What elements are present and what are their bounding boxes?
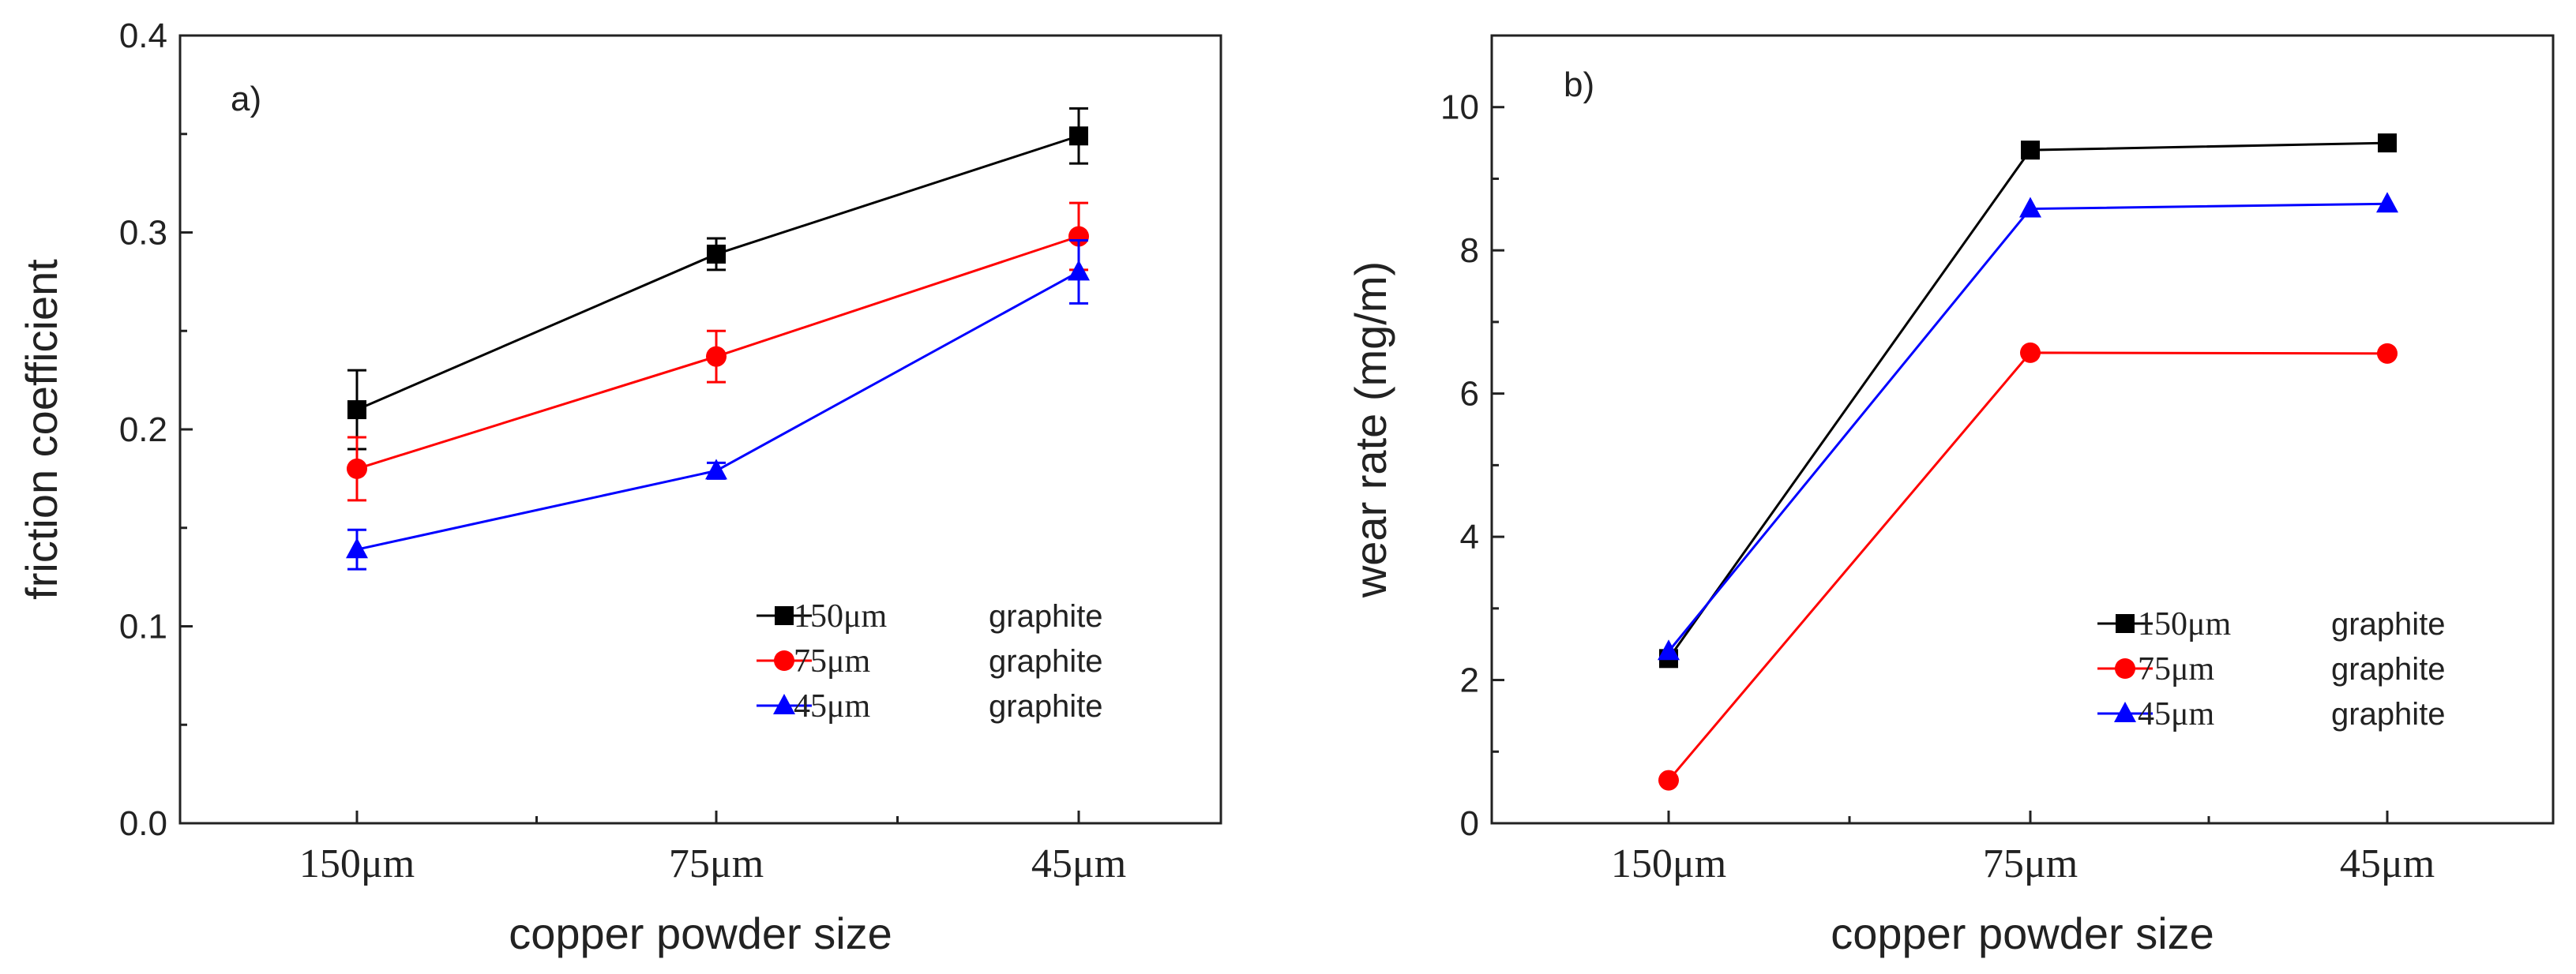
legend-entry: 150μm graphite: [2097, 606, 2446, 642]
legend-material-label: graphite: [989, 689, 1103, 724]
x-axis-title: copper powder size: [1831, 908, 2214, 958]
y-tick-label: 0.3: [119, 214, 167, 253]
legend-marker: [2116, 614, 2135, 633]
x-tick-label: 45μm: [1031, 841, 1126, 886]
x-tick-label: 75μm: [669, 841, 764, 886]
x-tick-label: 45μm: [2340, 841, 2435, 886]
legend-marker: [2115, 658, 2135, 679]
legend-size-label: 45μm: [2138, 696, 2215, 732]
series-150um: [347, 107, 1088, 451]
x-tick-label: 150μm: [1611, 841, 1726, 886]
y-tick-label: 8: [1460, 231, 1479, 270]
legend-size-label: 75μm: [794, 643, 871, 680]
y-tick-label: 2: [1460, 661, 1479, 700]
data-point: [346, 538, 368, 559]
legend-entry: 75μm graphite: [2097, 651, 2446, 687]
data-point: [347, 400, 366, 420]
series-line: [1667, 141, 2388, 660]
series-45um: [346, 238, 1090, 571]
data-point: [705, 459, 727, 480]
y-axis-title: wear rate (mg/m): [1346, 261, 1395, 598]
data-point: [1069, 126, 1088, 146]
panel-label: b): [1564, 66, 1594, 104]
series-75um: [1658, 342, 2398, 791]
series-75um: [347, 201, 1089, 502]
legend-material-label: graphite: [989, 644, 1103, 679]
data-point: [2021, 140, 2040, 160]
x-axis-title: copper powder size: [509, 908, 892, 958]
series-150um: [1659, 133, 2397, 669]
series-45um: [1658, 192, 2398, 661]
data-point: [2376, 192, 2398, 213]
y-tick-label: 0.2: [119, 410, 167, 449]
legend-size-label: 45μm: [794, 688, 871, 725]
y-axis-title: friction coefficient: [17, 259, 66, 600]
data-point: [1068, 260, 1090, 281]
y-tick-label: 10: [1440, 88, 1479, 127]
data-point: [1658, 639, 1680, 661]
x-tick-label: 75μm: [1983, 841, 2078, 886]
y-tick-label: 4: [1460, 518, 1479, 556]
legend-marker: [774, 650, 794, 671]
series-line: [1667, 351, 2388, 781]
data-point: [1068, 226, 1089, 247]
chart-panel-a: 0.0 0.1 0.2 0.3 0.4 150μm 75μm 45μm copper powde…: [17, 17, 1222, 958]
legend-entry: 75μm graphite: [757, 643, 1103, 680]
series-line: [1667, 202, 2388, 653]
data-point: [347, 458, 367, 479]
y-tick-label: 0.0: [119, 804, 167, 843]
legend-material-label: graphite: [2331, 607, 2446, 642]
chart-panel-b: 0 2 4 6 8 10 150μm 75μm 45μm copper powder size we…: [1346, 34, 2555, 958]
data-point: [2019, 197, 2041, 218]
series-line: [356, 271, 1080, 551]
legend-entry: 45μm graphite: [2097, 696, 2446, 732]
y-tick-label: 0: [1460, 804, 1479, 843]
legend-marker: [775, 606, 794, 625]
legend-marker: [2114, 702, 2136, 722]
legend-material-label: graphite: [2331, 652, 2446, 687]
legend-entry: 45μm graphite: [757, 688, 1103, 725]
y-tick-label: 6: [1460, 375, 1479, 414]
data-point: [2378, 133, 2397, 153]
legend-size-label: 75μm: [2138, 651, 2215, 687]
data-point: [706, 346, 727, 367]
y-tick-label: 0.1: [119, 608, 167, 646]
legend-size-label: 150μm: [794, 598, 888, 635]
y-tick-label: 0.4: [119, 17, 167, 55]
legend-size-label: 150μm: [2138, 606, 2232, 642]
data-point: [2377, 343, 2398, 364]
data-point: [2020, 342, 2041, 363]
data-point: [1658, 770, 1679, 791]
legend-entry: 150μm graphite: [757, 598, 1103, 635]
plot-frame: [1490, 34, 2555, 825]
legend-material-label: graphite: [2331, 697, 2446, 732]
data-point: [707, 244, 726, 264]
legend-marker: [773, 694, 795, 714]
panel-label: a): [231, 80, 261, 118]
legend-material-label: graphite: [989, 599, 1103, 634]
x-tick-label: 150μm: [299, 841, 415, 886]
